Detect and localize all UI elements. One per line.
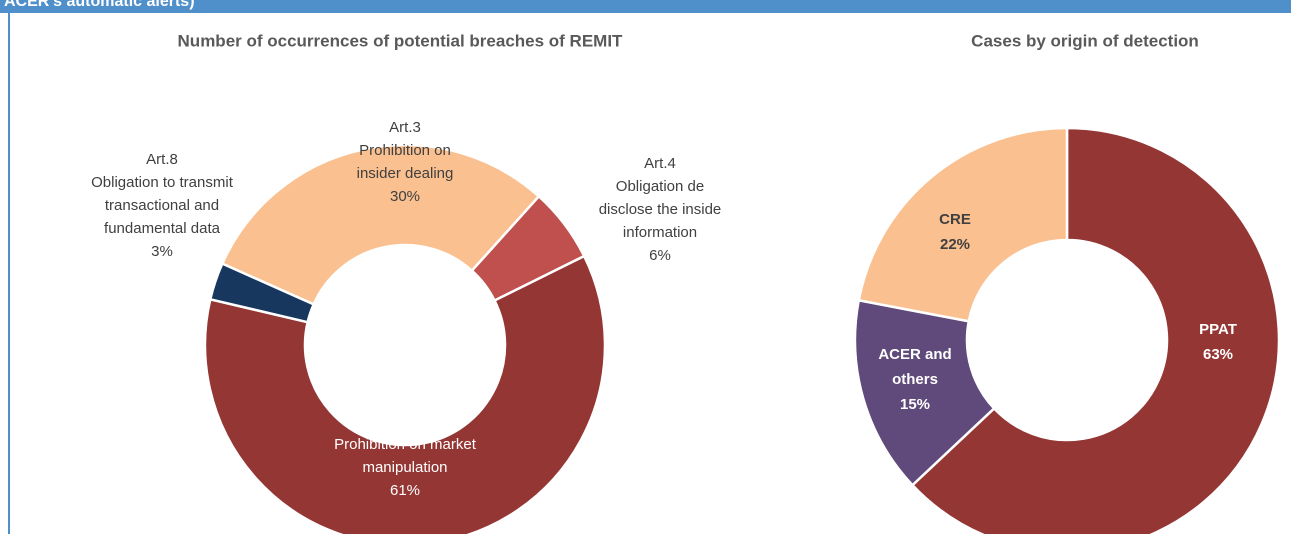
segment-label: Obligation to transmit [91,174,234,191]
value-label: 22% [940,236,970,253]
segment-label: others [892,371,938,388]
segment-label: fundamental data [104,220,221,237]
donut-segment [853,298,996,487]
donut-segment [203,254,607,534]
chart-title: Number of occurrences of potential breac… [178,31,624,50]
segment-label: Prohibition on market [334,436,477,453]
segment-label: ACER and [878,346,951,363]
segment-label: manipulation [362,459,447,476]
value-label: 30% [390,188,420,205]
segment-label: CRE [939,211,971,228]
segment-label: PPAT [1199,321,1237,338]
chart-title: Cases by origin of detection [971,31,1199,50]
segment-label: insider dealing [357,165,454,182]
value-label: 15% [900,396,930,413]
value-label: 6% [649,247,671,264]
header-text: ACER's automatic alerts) [4,0,195,10]
donut-segment [910,126,1281,534]
segment-label: Art.3 [389,119,421,136]
segment-label: Obligation de [616,178,704,195]
header-bar [0,0,1291,13]
segment-label: Art.8 [146,151,178,168]
segment-label: transactional and [105,197,219,214]
value-label: 3% [151,243,173,260]
value-label: 61% [390,482,420,499]
value-label: 63% [1203,346,1233,363]
segment-label: Prohibition on [359,142,451,159]
segment-label: information [623,224,697,241]
segment-label: Art.5 [389,413,421,430]
donut-segment [208,262,316,324]
donut-segment [857,126,1069,323]
segment-label: disclose the inside [599,201,722,218]
segment-label: Art.4 [644,155,676,172]
donut-segment [220,143,541,306]
